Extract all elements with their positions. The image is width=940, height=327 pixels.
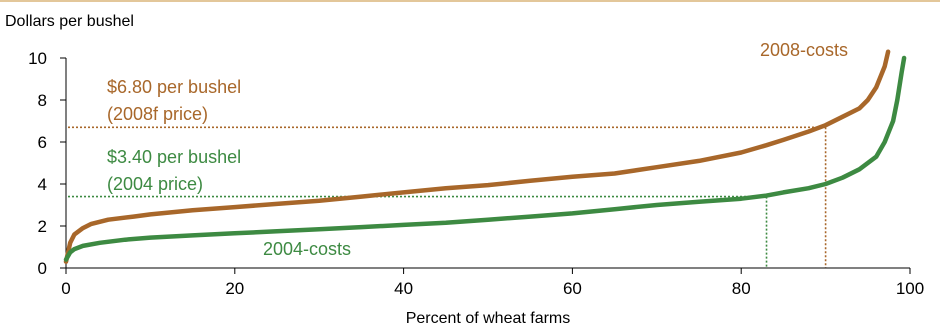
top-rule [0,0,940,2]
ref-label-2004-line2: (2004 price) [107,174,203,194]
y-tick-label: 8 [38,91,47,110]
series-lines [63,49,907,264]
x-tick-label: 100 [896,279,924,298]
x-tick-label: 80 [732,279,751,298]
y-tick-label: 4 [38,175,47,194]
x-tick-label: 60 [563,279,582,298]
x-tick-label: 20 [225,279,244,298]
series-line-2008-costs [63,49,891,264]
ref-label-2004-line1: $3.40 per bushel [107,147,241,167]
ref-label-2008-line1: $6.80 per bushel [107,77,241,97]
y-tick-label: 6 [38,133,47,152]
x-tick-label: 40 [394,279,413,298]
series-line-2004-costs [63,55,907,262]
reference-lines [68,126,827,268]
series-label-2004-costs: 2004-costs [263,239,351,259]
y-tick-label: 2 [38,217,47,236]
y-tick-label: 10 [28,49,47,68]
x-axis-title: Percent of wheat farms [406,310,571,327]
series-label-2008-costs: 2008-costs [760,40,848,60]
y-tick-label: 0 [38,259,47,278]
x-tick-label: 0 [61,279,70,298]
ref-label-2008-line2: (2008f price) [107,104,208,124]
y-axis-title: Dollars per bushel [5,13,134,30]
